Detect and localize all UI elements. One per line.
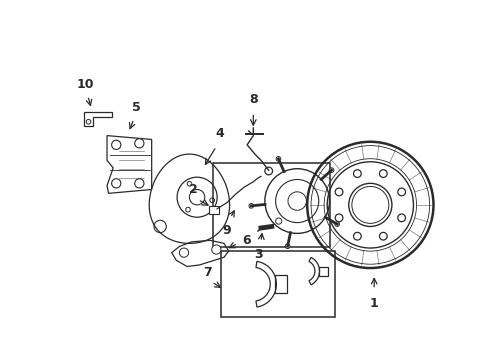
Circle shape [379,170,386,177]
Text: 7: 7 [203,266,211,279]
Circle shape [328,168,333,172]
Text: 8: 8 [248,93,257,106]
Circle shape [353,232,361,240]
Text: 6: 6 [242,234,251,247]
Circle shape [111,140,121,149]
Circle shape [248,203,253,208]
Circle shape [334,188,342,196]
Bar [209,206,218,214]
Circle shape [285,244,289,248]
Circle shape [397,188,405,196]
Circle shape [334,222,339,226]
Text: 5: 5 [132,101,141,114]
Circle shape [111,179,121,188]
Circle shape [179,248,188,257]
Circle shape [135,179,143,188]
Text: 2: 2 [188,184,197,197]
Circle shape [154,220,166,233]
Text: 3: 3 [254,248,263,261]
Circle shape [135,139,143,148]
Text: 10: 10 [77,78,94,91]
Text: 9: 9 [223,224,231,237]
Text: 1: 1 [369,297,378,310]
Bar [213,163,329,247]
Circle shape [334,214,342,222]
Circle shape [379,232,386,240]
Circle shape [264,167,272,175]
Bar [221,251,334,316]
Circle shape [276,157,280,161]
Text: 4: 4 [215,127,224,140]
Circle shape [353,170,361,177]
Circle shape [397,214,405,222]
Circle shape [211,245,221,254]
